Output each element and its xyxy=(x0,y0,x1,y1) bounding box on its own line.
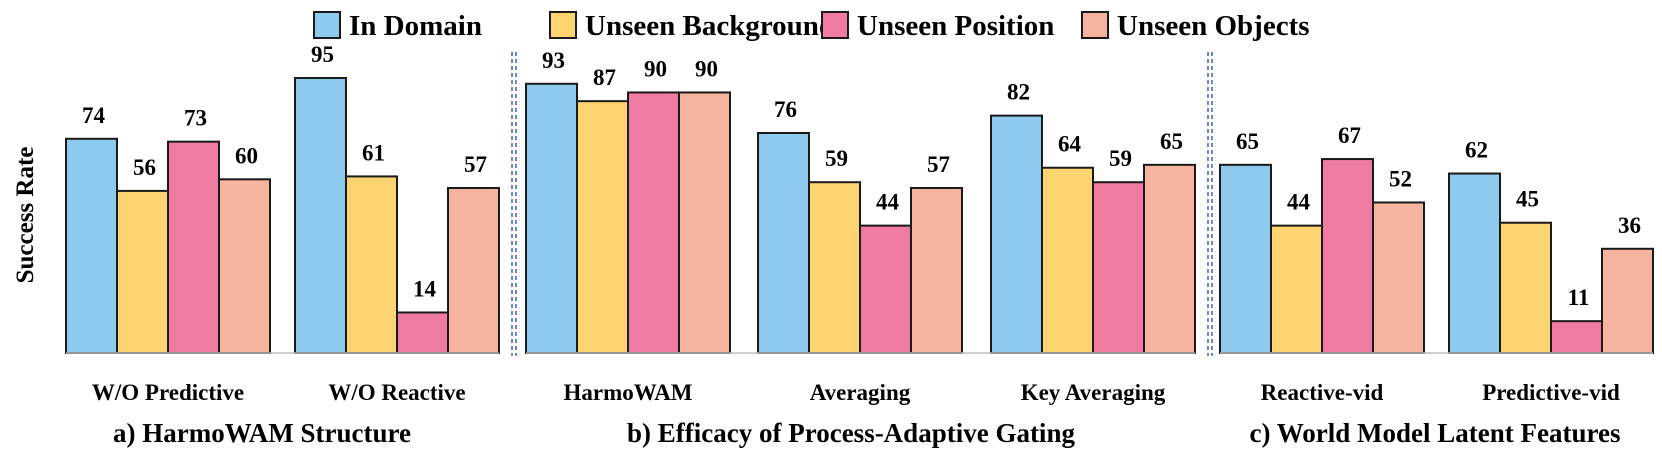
category-label-reactive-vid: Reactive-vid xyxy=(1261,380,1384,405)
bar-averaging-in-domain xyxy=(757,132,810,354)
bar-key-averaging-in-domain xyxy=(990,114,1043,354)
legend-swatch-unseen-position xyxy=(821,11,849,39)
bar-averaging-unseen-objects xyxy=(910,187,963,354)
bar-key-averaging-unseen-position xyxy=(1092,181,1145,354)
value-label-w-o-reactive-unseen-objects: 57 xyxy=(464,152,487,177)
value-label-w-o-reactive-unseen-background: 61 xyxy=(362,140,385,165)
value-label-w-o-predictive-in-domain: 74 xyxy=(82,103,106,128)
value-label-key-averaging-unseen-background: 64 xyxy=(1058,132,1082,157)
legend-label-unseen-objects: Unseen Objects xyxy=(1117,10,1310,42)
value-label-key-averaging-unseen-position: 59 xyxy=(1109,146,1132,171)
bar-w-o-reactive-unseen-background xyxy=(345,175,398,354)
value-label-reactive-vid-in-domain: 65 xyxy=(1236,129,1259,154)
group-title-3: c) World Model Latent Features xyxy=(1250,418,1621,448)
value-label-key-averaging-in-domain: 82 xyxy=(1007,80,1030,105)
value-label-averaging-unseen-background: 59 xyxy=(825,146,848,171)
value-label-harmowam-unseen-background: 87 xyxy=(593,65,616,90)
bar-predictive-vid-unseen-position xyxy=(1550,320,1603,355)
value-label-reactive-vid-unseen-background: 44 xyxy=(1287,190,1311,215)
bar-reactive-vid-unseen-position xyxy=(1321,158,1374,354)
bar-predictive-vid-unseen-background xyxy=(1499,221,1552,354)
bar-averaging-unseen-position xyxy=(859,224,912,354)
bar-harmowam-unseen-position xyxy=(627,91,680,354)
bar-w-o-predictive-unseen-background xyxy=(116,189,169,354)
value-label-harmowam-unseen-objects: 90 xyxy=(695,56,718,81)
value-label-reactive-vid-unseen-objects: 52 xyxy=(1389,166,1412,191)
y-axis-label: Success Rate xyxy=(12,147,39,284)
bar-harmowam-in-domain xyxy=(525,82,578,355)
legend: In Domain Unseen Background Unseen Positio… xyxy=(313,10,1310,42)
value-label-averaging-in-domain: 76 xyxy=(774,97,797,122)
value-label-w-o-predictive-unseen-background: 56 xyxy=(133,155,156,180)
bar-w-o-predictive-unseen-position xyxy=(167,140,220,354)
bar-predictive-vid-in-domain xyxy=(1448,172,1501,354)
bar-w-o-reactive-unseen-position xyxy=(396,311,449,355)
labels: 74 56 73 60 W/O Predictive 95 61 14 57 W/O Reacti… xyxy=(82,42,1641,448)
category-label-averaging: Averaging xyxy=(810,380,911,405)
legend-swatch-unseen-objects xyxy=(1081,11,1109,39)
bar-key-averaging-unseen-objects xyxy=(1143,163,1196,354)
bar-predictive-vid-unseen-objects xyxy=(1601,247,1654,354)
value-label-w-o-predictive-unseen-position: 73 xyxy=(184,106,207,131)
category-label-w-o-predictive: W/O Predictive xyxy=(92,380,244,405)
value-label-harmowam-in-domain: 93 xyxy=(542,48,565,73)
value-label-averaging-unseen-objects: 57 xyxy=(927,152,950,177)
value-label-w-o-reactive-in-domain: 95 xyxy=(311,42,334,67)
value-label-averaging-unseen-position: 44 xyxy=(876,190,900,215)
value-label-harmowam-unseen-position: 90 xyxy=(644,56,667,81)
category-label-predictive-vid: Predictive-vid xyxy=(1482,380,1620,405)
group-title-1: a) HarmoWAM Structure xyxy=(113,418,411,448)
legend-label-unseen-position: Unseen Position xyxy=(857,10,1054,42)
legend-label-unseen-background: Unseen Background xyxy=(585,10,835,42)
bar-w-o-predictive-in-domain xyxy=(65,137,118,354)
bar-harmowam-unseen-objects xyxy=(678,91,731,354)
bars xyxy=(65,77,1654,355)
bar-w-o-reactive-in-domain xyxy=(294,77,347,354)
category-label-harmowam: HarmoWAM xyxy=(563,380,692,405)
bar-reactive-vid-unseen-objects xyxy=(1372,201,1425,354)
legend-swatch-in-domain xyxy=(313,11,341,39)
bar-w-o-predictive-unseen-objects xyxy=(218,178,271,354)
value-label-predictive-vid-in-domain: 62 xyxy=(1465,138,1488,163)
bar-reactive-vid-in-domain xyxy=(1219,163,1272,354)
category-label-w-o-reactive: W/O Reactive xyxy=(328,380,465,405)
bar-averaging-unseen-background xyxy=(808,181,861,354)
value-label-predictive-vid-unseen-position: 11 xyxy=(1568,285,1590,310)
legend-swatch-unseen-background xyxy=(549,11,577,39)
value-label-predictive-vid-unseen-objects: 36 xyxy=(1618,213,1641,238)
value-label-predictive-vid-unseen-background: 45 xyxy=(1516,187,1539,212)
value-label-w-o-reactive-unseen-position: 14 xyxy=(413,276,437,301)
bar-reactive-vid-unseen-background xyxy=(1270,224,1323,354)
value-label-key-averaging-unseen-objects: 65 xyxy=(1160,129,1183,154)
bar-key-averaging-unseen-background xyxy=(1041,166,1094,354)
group-dividers xyxy=(511,52,1213,356)
category-label-key-averaging: Key Averaging xyxy=(1021,380,1166,405)
group-title-2: b) Efficacy of Process-Adaptive Gating xyxy=(627,418,1075,448)
bar-w-o-reactive-unseen-objects xyxy=(447,187,500,354)
legend-label-in-domain: In Domain xyxy=(349,10,482,42)
value-label-reactive-vid-unseen-position: 67 xyxy=(1338,123,1361,148)
value-label-w-o-predictive-unseen-objects: 60 xyxy=(235,143,258,168)
bar-harmowam-unseen-background xyxy=(576,100,629,354)
